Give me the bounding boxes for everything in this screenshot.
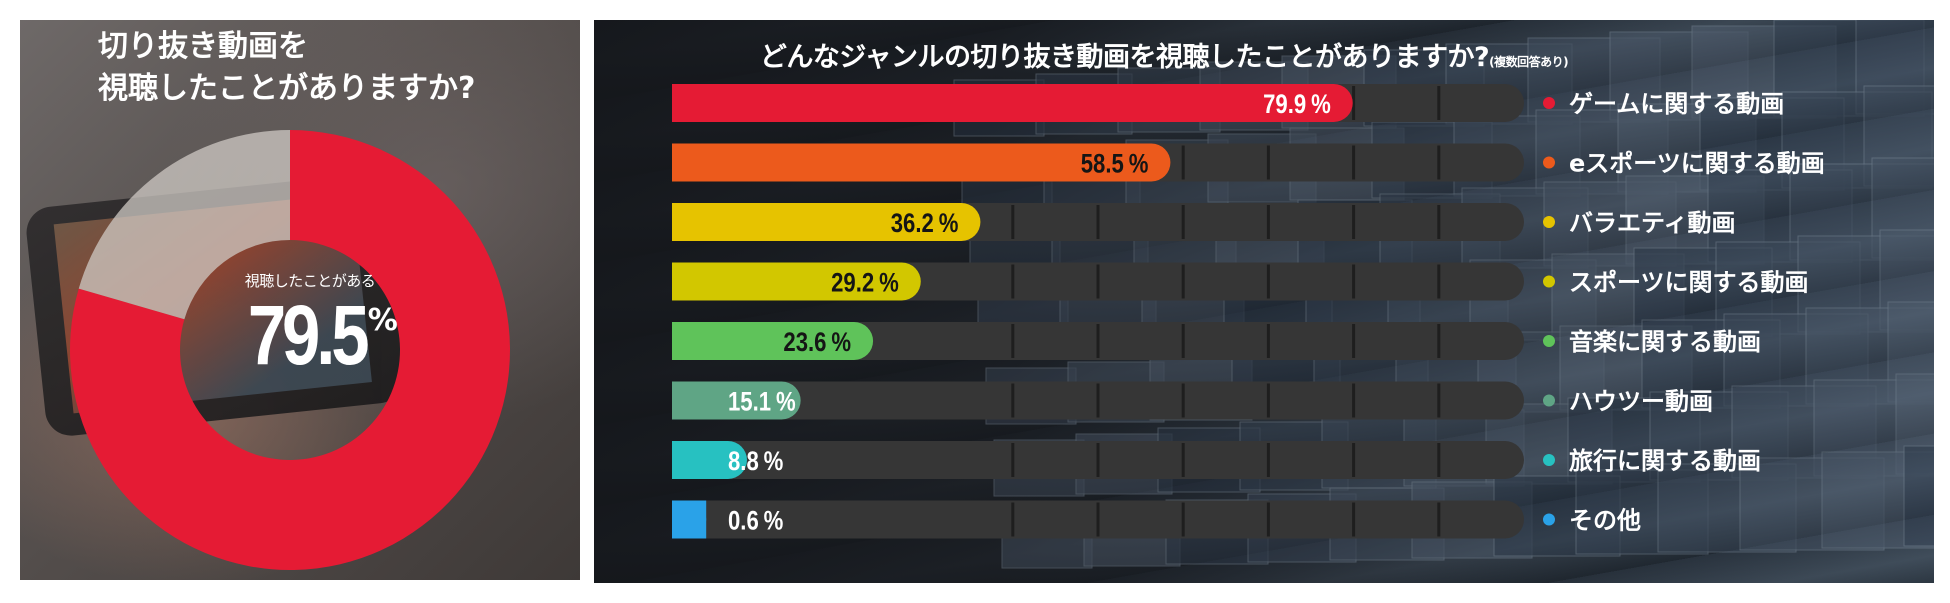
- donut-category-label: 視聴したことがある: [244, 272, 376, 290]
- category-label: 音楽に関する動画: [1569, 328, 1761, 356]
- bar-8-start: [672, 500, 707, 539]
- bar-6-start: [672, 381, 710, 420]
- background-screen-tile: [1633, 247, 1773, 337]
- bar-value-label: 0.6%: [728, 507, 783, 537]
- bar-value-label: 15.1%: [728, 388, 796, 418]
- background-screen-tile: [1863, 85, 1934, 187]
- background-screen-tile: [1625, 175, 1765, 265]
- bar-chart-note: (複数回答あり): [1489, 55, 1569, 69]
- bar-value-label: 58.5%: [1081, 150, 1149, 180]
- background-screen-tile: [1551, 253, 1685, 339]
- bar-chart-panel: どんなジャンルの切り抜き動画を視聴したことがありますか?(複数回答あり) 79.…: [594, 20, 1934, 583]
- background-screen-tile: [1609, 31, 1749, 121]
- background-screen-tile: [1715, 241, 1861, 335]
- background-screen-tile: [1773, 20, 1925, 117]
- legend-dot: [1543, 156, 1555, 169]
- legend-dot: [1543, 335, 1555, 347]
- bar-value-label: 29.2%: [831, 269, 899, 299]
- background-screen-tile: [1855, 20, 1934, 115]
- horizontal-bar-chart: 79.9% ゲームに関する動画 58.5% eスポーツに関する動画 36.2% バラエティ…: [672, 84, 1825, 539]
- bar-value-label: 36.2%: [891, 209, 959, 239]
- category-label: スポーツに関する動画: [1569, 269, 1809, 297]
- legend-dot: [1543, 394, 1555, 407]
- category-label: ハウツー動画: [1569, 388, 1713, 416]
- legend-dot: [1543, 97, 1555, 109]
- background-screen-tile: [1731, 385, 1877, 479]
- bar-3: [672, 203, 981, 241]
- bar-1: [672, 84, 1353, 122]
- bar-2: [672, 143, 1171, 182]
- background-screen-tile: [1543, 181, 1677, 267]
- background-screen-tile: [1535, 109, 1669, 195]
- bar-chart-title: どんなジャンルの切り抜き動画を視聴したことがありますか?(複数回答あり): [614, 35, 1714, 74]
- background-screen-tile: [1657, 463, 1797, 553]
- background-screen-tile: [1813, 379, 1934, 477]
- background-screen-tile: [1617, 103, 1757, 193]
- legend-dot: [1543, 275, 1555, 288]
- background-screen-tile: [1723, 313, 1869, 407]
- background-screen-tile: [1895, 373, 1934, 475]
- donut-slice-viewed: [69, 130, 510, 570]
- bar-1-start: [672, 84, 710, 122]
- legend-dot: [1543, 216, 1555, 228]
- bar-value-label: 23.6%: [783, 328, 851, 358]
- background-screen-tile: [1739, 457, 1885, 551]
- category-label: ゲームに関する動画: [1569, 90, 1784, 118]
- background-screen-tile: [1649, 391, 1789, 481]
- donut-value-unit: %: [367, 303, 398, 338]
- background-screen-tile: [1821, 451, 1934, 549]
- bar-value-label: 8.8%: [728, 447, 783, 477]
- bar-5-start: [672, 322, 710, 360]
- donut-value: 79.5: [248, 288, 370, 382]
- category-label: バラエティ動画: [1569, 209, 1736, 237]
- donut-chart-panel: 切り抜き動画を 視聴したことがありますか? 視聴したことがある 79.5%: [20, 20, 580, 580]
- background-screen-tile: [1903, 445, 1934, 547]
- background-screen-tile: [1789, 163, 1934, 261]
- background-screen-tile: [1691, 25, 1837, 119]
- bar-chart-title-text: どんなジャンルの切り抜き動画を視聴したことがありますか?: [759, 42, 1490, 73]
- background-screen-tile: [1781, 91, 1933, 189]
- background-screen-tile: [1575, 469, 1709, 555]
- bar-4-start: [672, 262, 710, 301]
- category-label: その他: [1569, 507, 1641, 535]
- background-screen-tile: [1707, 169, 1853, 263]
- background-screen-tile: [1871, 157, 1934, 259]
- category-label: 旅行に関する動画: [1569, 447, 1761, 475]
- background-screen-tile: [1797, 235, 1934, 333]
- background-screen-tile: [1879, 229, 1934, 331]
- bar-2-start: [672, 143, 710, 182]
- background-screen-tile: [1805, 307, 1934, 405]
- background-screen-tile: [1887, 301, 1934, 403]
- legend-dot: [1543, 513, 1555, 526]
- background-screen-tile: [1559, 325, 1693, 411]
- background-screen-tile: [1567, 397, 1701, 483]
- category-label: eスポーツに関する動画: [1569, 150, 1825, 178]
- legend-dot: [1543, 454, 1555, 466]
- donut-chart-title: 切り抜き動画を 視聴したことがありますか?: [98, 29, 476, 106]
- donut-chart: [69, 130, 510, 570]
- background-screen-tile: [1641, 319, 1781, 409]
- donut-value-row: 79.5%: [210, 287, 410, 384]
- bar-7-start: [672, 441, 710, 479]
- bar-value-label: 79.9%: [1263, 90, 1331, 120]
- bar-4: [672, 262, 921, 301]
- bar-3-start: [672, 203, 710, 241]
- bar-5: [672, 322, 874, 360]
- donut-slice-remainder: [78, 130, 291, 320]
- donut-center-label: 視聴したことがある 79.5%: [210, 270, 410, 384]
- background-screen-tile: [1699, 97, 1845, 191]
